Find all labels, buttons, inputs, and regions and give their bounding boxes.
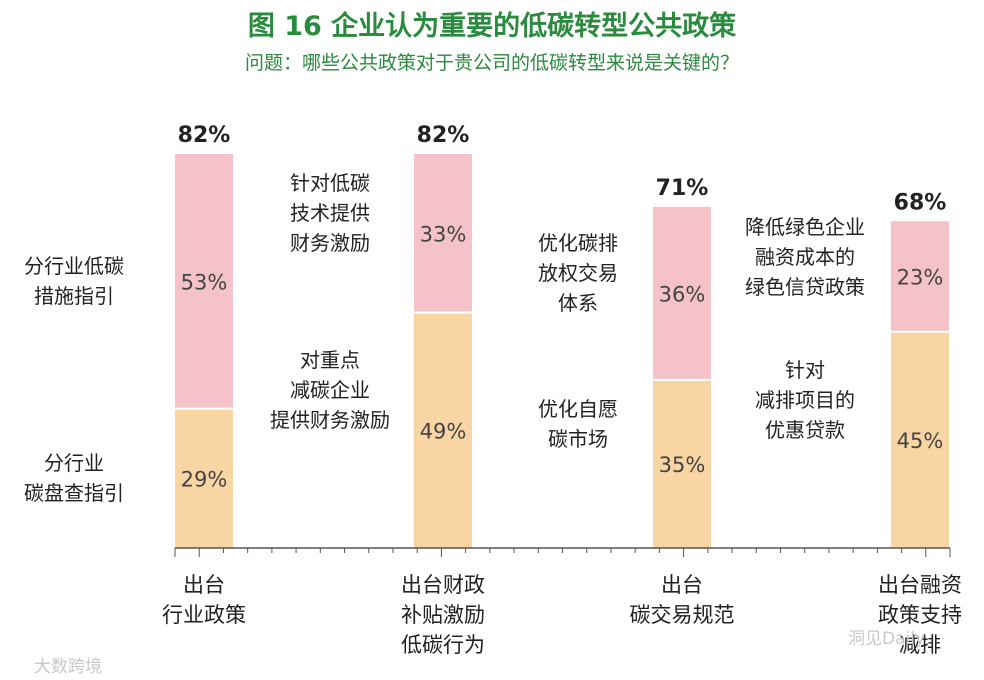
bar-total-label: 82% — [178, 123, 231, 148]
bar-bottom-segment — [175, 408, 233, 548]
series-label-top: 优化碳排 放权交易 体系 — [538, 231, 618, 316]
chart-title: 图 16 企业认为重要的低碳转型公共政策 — [247, 11, 737, 42]
bar-top-segment — [653, 206, 711, 380]
category-label: 出台 行业政策 — [162, 573, 246, 627]
bar-top-segment — [175, 154, 233, 409]
chart-subtitle: 问题：哪些公共政策对于贵公司的低碳转型来说是关键的？ — [244, 52, 739, 74]
category-label: 出台融资 政策支持 减排 — [878, 573, 962, 657]
bar-value-label: 53% — [181, 270, 228, 294]
bar-bottom-segment — [414, 312, 472, 548]
series-label-bottom: 分行业 碳盘查指引 — [24, 451, 124, 506]
bar-value-label: 35% — [659, 453, 706, 477]
series-label-top: 分行业低碳 措施指引 — [24, 254, 124, 309]
watermark-right: 洞见Daily — [848, 629, 926, 649]
bar-value-label: 49% — [420, 419, 467, 443]
bar-total-label: 71% — [656, 176, 709, 201]
series-label-bottom: 优化自愿 碳市场 — [538, 396, 618, 451]
bar-total-label: 82% — [417, 123, 470, 148]
series-label-bottom: 对重点 减碳企业 提供财务激励 — [270, 348, 390, 433]
category-label: 出台 碳交易规范 — [629, 573, 735, 627]
bar-value-label: 45% — [897, 429, 944, 453]
watermark-left: 大数跨境 — [34, 657, 102, 677]
series-label-top: 针对低碳 技术提供 财务激励 — [290, 171, 370, 256]
category-label: 出台财政 补贴激励 低碳行为 — [401, 573, 485, 657]
bar-bottom-segment — [653, 379, 711, 548]
series-label-top: 降低绿色企业 融资成本的 绿色信贷政策 — [745, 214, 865, 299]
bar-value-label: 36% — [659, 282, 706, 306]
bar-value-label: 23% — [897, 266, 944, 290]
bar-value-label: 29% — [181, 467, 228, 491]
series-label-bottom: 针对 减排项目的 优惠贷款 — [755, 357, 855, 442]
bar-bottom-segment — [891, 331, 949, 548]
bar-value-label: 33% — [420, 222, 467, 246]
bar-top-segment — [414, 154, 472, 313]
bar-top-segment — [891, 221, 949, 332]
bar-total-label: 68% — [894, 190, 947, 215]
